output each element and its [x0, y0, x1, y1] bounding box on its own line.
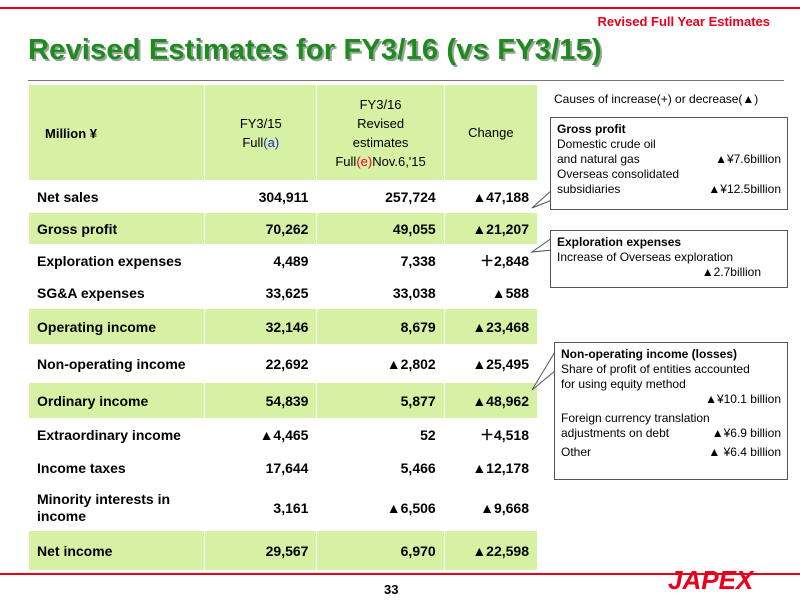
table-row: Gross profit 70,262 49,055 ▲21,207 — [27, 212, 539, 245]
gross-profit-pointer — [531, 188, 553, 209]
bottom-rule — [0, 573, 800, 575]
non-operating-pointer — [531, 348, 557, 391]
section-subtitle: Revised Full Year Estimates — [597, 14, 770, 29]
financial-table: Million ¥ FY3/15 Full(a) FY3/16 Revised … — [27, 84, 539, 571]
table-row: Operating income 32,146 8,679 ▲23,468 — [27, 308, 539, 345]
estimate-mark: (e) — [356, 153, 373, 169]
fy15-header: FY3/15 Full(a) — [204, 84, 318, 181]
table-row: Extraordinary income ▲4,465 52 ＋4,518 — [27, 418, 539, 451]
causes-title: Causes of increase(+) or decrease(▲) — [554, 92, 759, 106]
fy16-header: FY3/16 Revised estimates Full(e)Nov.6,'1… — [316, 84, 445, 181]
table-row: Net sales 304,911 257,724 ▲47,188 — [27, 180, 539, 213]
change-header: Change — [443, 84, 539, 181]
top-rule — [0, 7, 800, 9]
exploration-callout: Exploration expenses Increase of Oversea… — [550, 230, 788, 288]
page-title: Revised Estimates for FY3/16 (vs FY3/15) — [28, 34, 602, 66]
table-row: Minority interests in income 3,161 ▲6,50… — [27, 484, 539, 531]
logo-text: JAPEX — [668, 565, 755, 595]
non-operating-callout: Non-operating income (losses) Share of p… — [554, 342, 788, 480]
exploration-pointer — [530, 237, 553, 253]
title-divider — [28, 80, 784, 81]
unit-header: Million ¥ — [27, 84, 206, 181]
japex-logo: JAPEX — [668, 565, 755, 595]
actual-mark: (a) — [263, 134, 280, 150]
table-row: Income taxes 17,644 5,466 ▲12,178 — [27, 450, 539, 485]
table-row: Net income 29,567 6,970 ▲22,598 — [27, 530, 539, 571]
table-row: SG&A expenses 33,625 33,038 ▲588 — [27, 276, 539, 309]
gross-profit-callout: Gross profit Domestic crude oil and natu… — [550, 117, 788, 210]
page-number: 33 — [384, 582, 399, 597]
